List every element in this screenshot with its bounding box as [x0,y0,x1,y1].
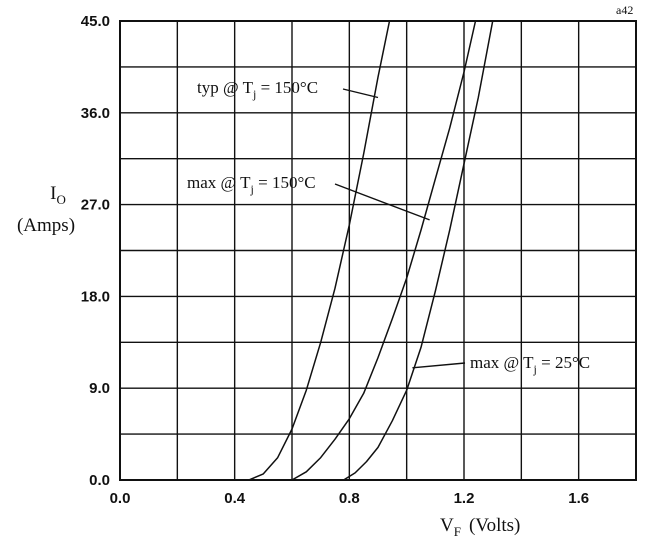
annotation-text: = 25°C [537,353,590,372]
x-tick-label: 0.4 [224,490,246,507]
plot-border [119,20,637,481]
x-axis-label-unit: (Volts) [469,515,520,536]
annotation-text: max @ T [470,353,534,372]
annotation-subscript: j [252,87,256,101]
y-axis-label-main: I [50,183,56,204]
x-tick-label: 1.6 [568,490,589,507]
y-tick-label: 36.0 [81,105,110,122]
annotation-text: typ @ T [197,78,254,97]
y-axis-unit: (Amps) [17,215,75,236]
plot-frame [119,20,637,481]
corner-label: a42 [616,3,633,17]
y-tick-label: 9.0 [89,380,110,397]
y-axis-label-sub: O [56,192,65,207]
annotation-subscript: j [250,182,254,196]
y-tick-label: 27.0 [81,197,110,214]
x-tick-label: 0.0 [110,490,131,507]
annotation-text: max @ T [187,173,251,192]
x-axis-label-main: V [440,515,454,536]
annotation-text: = 150°C [256,78,318,97]
series-line-2 [291,20,477,481]
annotation-leader-3 [412,362,466,369]
series-line-1 [248,20,391,481]
grid-lines [120,21,636,480]
x-tick-label: 1.2 [454,490,475,507]
series-curves [248,20,494,481]
y-tick-label: 45.0 [81,13,110,30]
annotation-text: = 150°C [254,173,316,192]
annotation-label-2: max @ Tj = 150°C [187,173,316,196]
y-axis-label: IO [50,183,66,207]
x-axis-label: VF (Volts) [440,515,520,537]
annotation-label-1: typ @ Tj = 150°C [197,78,318,101]
y-tick-label: 18.0 [81,288,110,305]
x-tick-label: 0.8 [339,490,360,507]
annotation-leader-2 [334,183,430,221]
annotation-subscript: j [533,362,537,376]
y-tick-label: 0.0 [89,472,110,489]
series-line-3 [343,20,494,481]
annotation-label-3: max @ Tj = 25°C [470,353,590,376]
x-axis-label-sub: F [454,524,461,537]
annotation-leader-1 [342,88,379,99]
tick-labels: 0.0 0.4 0.8 1.2 1.6 0.0 9.0 18.0 27.0 36.0 45.0 [81,13,589,507]
